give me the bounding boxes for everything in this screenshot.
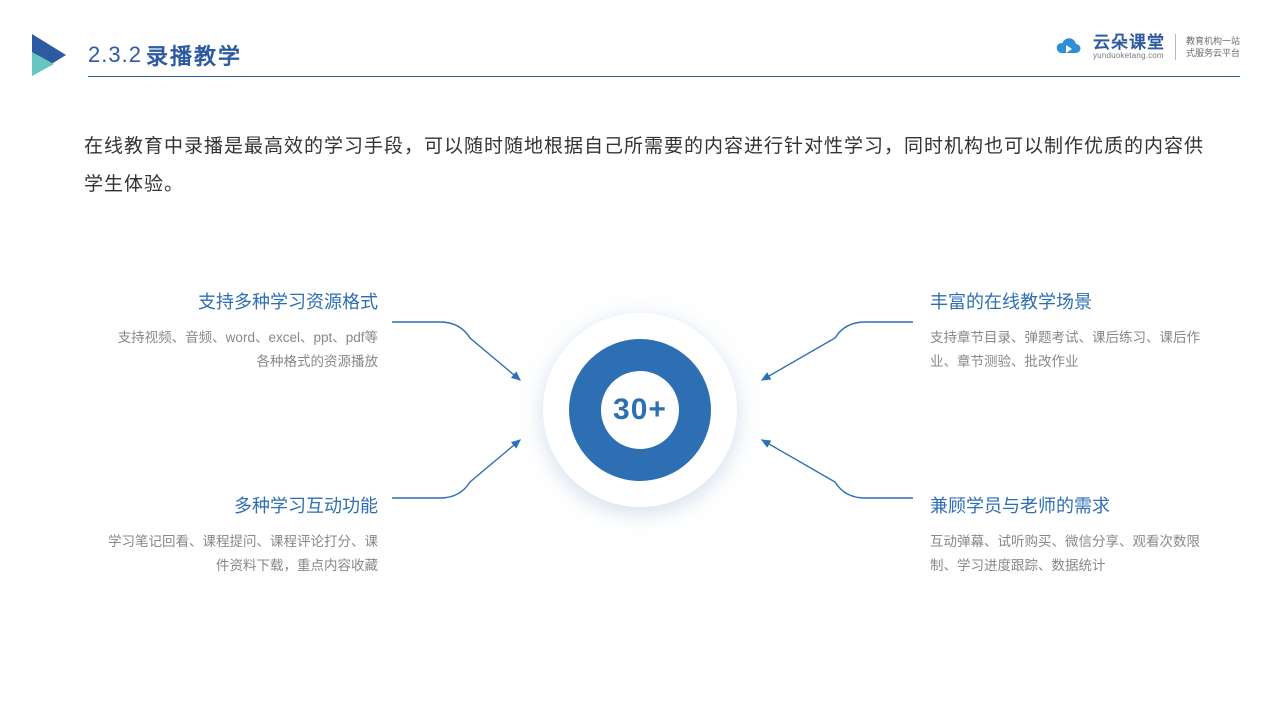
feature-desc: 支持章节目录、弹题考试、课后练习、课后作业、章节测验、批改作业	[930, 326, 1200, 373]
section-title: 录播教学	[146, 39, 242, 71]
feature-top-left: 支持多种学习资源格式 支持视频、音频、word、excel、ppt、pdf等各种…	[108, 288, 378, 373]
play-icon	[32, 34, 66, 76]
title-underline	[88, 76, 1240, 77]
hub-ring: 30+	[569, 339, 711, 481]
connector-br	[762, 440, 913, 498]
cloud-icon	[1055, 37, 1083, 57]
connector-tr	[762, 322, 913, 380]
logo-brand: 云朵课堂	[1093, 34, 1165, 51]
feature-top-right: 丰富的在线教学场景 支持章节目录、弹题考试、课后练习、课后作业、章节测验、批改作…	[930, 288, 1200, 373]
logo-divider	[1175, 34, 1176, 60]
feature-desc: 支持视频、音频、word、excel、ppt、pdf等各种格式的资源播放	[108, 326, 378, 373]
feature-desc: 学习笔记回看、课程提问、课程评论打分、课件资料下载，重点内容收藏	[108, 530, 378, 577]
hub-diagram: 30+ 支持多种学习资源格式 支持视频、音频、word、excel、ppt、pd…	[0, 260, 1280, 640]
title-wrap: 2.3.2 录播教学	[32, 34, 242, 76]
feature-title: 兼顾学员与老师的需求	[930, 492, 1200, 518]
hub: 30+	[510, 280, 770, 540]
slide-header: 2.3.2 录播教学 云朵课堂 yunduoketang.com 教育机构一站 …	[32, 34, 1240, 76]
feature-title: 支持多种学习资源格式	[108, 288, 378, 314]
logo-domain: yunduoketang.com	[1093, 51, 1165, 60]
logo-text-block: 云朵课堂 yunduoketang.com	[1093, 34, 1165, 60]
section-number: 2.3.2	[88, 42, 142, 68]
slogan-line2: 式服务云平台	[1186, 47, 1240, 59]
feature-title: 多种学习互动功能	[108, 492, 378, 518]
feature-title: 丰富的在线教学场景	[930, 288, 1200, 314]
feature-bottom-right: 兼顾学员与老师的需求 互动弹幕、试听购买、微信分享、观看次数限制、学习进度跟踪、…	[930, 492, 1200, 577]
connector-bl	[392, 440, 520, 498]
brand-logo: 云朵课堂 yunduoketang.com 教育机构一站 式服务云平台	[1055, 34, 1240, 60]
intro-paragraph: 在线教育中录播是最高效的学习手段，可以随时随地根据自己所需要的内容进行针对性学习…	[84, 128, 1220, 204]
logo-slogan: 教育机构一站 式服务云平台	[1186, 35, 1240, 59]
feature-bottom-left: 多种学习互动功能 学习笔记回看、课程提问、课程评论打分、课件资料下载，重点内容收…	[108, 492, 378, 577]
slogan-line1: 教育机构一站	[1186, 35, 1240, 47]
connector-tl	[392, 322, 520, 380]
hub-label: 30+	[613, 393, 667, 427]
feature-desc: 互动弹幕、试听购买、微信分享、观看次数限制、学习进度跟踪、数据统计	[930, 530, 1200, 577]
